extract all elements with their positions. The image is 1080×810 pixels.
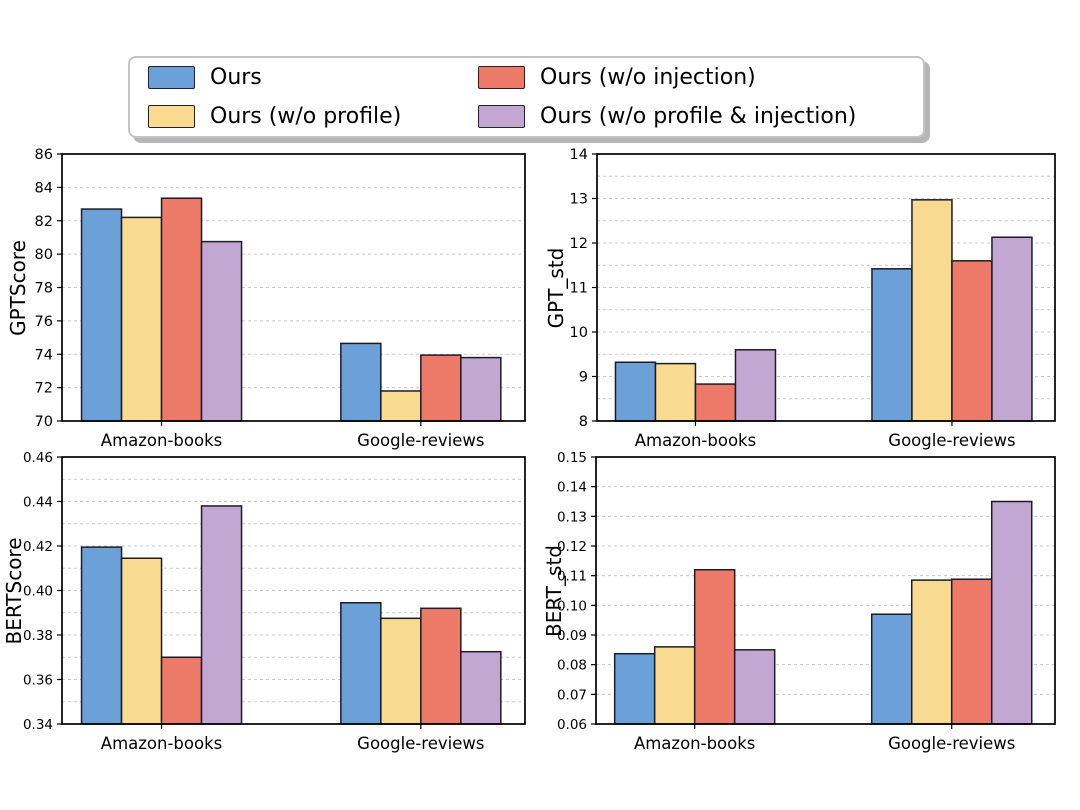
bar-google-reviews-series-3 <box>991 236 1033 422</box>
legend-label-ours: Ours <box>210 65 262 90</box>
bar-google-reviews-series-0 <box>870 613 913 725</box>
y-tick-label: 14 <box>570 147 588 163</box>
x-tick-label: Google-reviews <box>357 734 484 753</box>
bar-google-reviews-series-1 <box>380 390 422 422</box>
legend-item-ours: Ours <box>148 58 478 97</box>
legend-item-wo-profile: Ours (w/o profile) <box>148 97 478 136</box>
bar-amazon-books-series-1 <box>653 646 696 725</box>
y-tick-label: 0.15 <box>557 450 587 466</box>
y-tick-label: 0.36 <box>23 673 53 689</box>
y-tick-label: 0.42 <box>23 539 53 555</box>
legend-label-wo-injection: Ours (w/o injection) <box>540 65 756 90</box>
legend-label-wo-profile: Ours (w/o profile) <box>210 104 402 129</box>
bar-amazon-books-series-0 <box>80 208 123 422</box>
x-tick-label: Google-reviews <box>357 431 484 450</box>
x-tick-label: Google-reviews <box>888 734 1015 753</box>
bar-google-reviews-series-0 <box>871 268 913 422</box>
y-tick-label: 0.14 <box>557 480 587 496</box>
chart-bertscore: Amazon-books Google-reviews 0.34 0.36 0.38 0.… <box>23 450 526 753</box>
bar-google-reviews-series-2 <box>420 354 462 422</box>
legend-item-wo-injection: Ours (w/o injection) <box>478 58 856 97</box>
y-tick-label: 86 <box>35 147 53 163</box>
y-tick-label: 10 <box>570 325 588 341</box>
y-tick-label: 0.11 <box>557 569 587 585</box>
y-tick-label: 70 <box>35 414 53 430</box>
bar-google-reviews-series-0 <box>340 342 382 422</box>
bar-amazon-books-series-2 <box>694 383 737 422</box>
chart-gptscore: Amazon-books Google-reviews 70 72 74 76 78 80 82… <box>35 147 526 450</box>
y-tick-label: 0.46 <box>23 450 53 466</box>
y-tick-label: 0.09 <box>557 628 587 644</box>
bar-amazon-books-series-3 <box>200 240 243 422</box>
legend-column-2: Ours (w/o injection) Ours (w/o profile &… <box>478 58 856 136</box>
y-tick-label: 74 <box>35 347 53 363</box>
bar-amazon-books-series-1 <box>120 216 163 422</box>
bar-amazon-books-series-3 <box>733 649 776 725</box>
plot-border <box>595 456 1056 725</box>
legend-patch-wo-injection <box>478 66 525 89</box>
y-tick-label: 8 <box>579 414 588 430</box>
legend-patch-ours <box>148 66 195 89</box>
x-tick-label: Google-reviews <box>888 431 1015 450</box>
bar-google-reviews-series-1 <box>380 617 422 725</box>
x-tick-label: Amazon-books <box>634 734 755 753</box>
y-tick-label: 0.13 <box>557 509 587 525</box>
legend-item-wo-profile-injection: Ours (w/o profile & injection) <box>478 97 856 136</box>
y-tick-label: 9 <box>579 370 588 386</box>
y-tick-label: 72 <box>35 381 53 397</box>
bar-amazon-books-series-0 <box>614 361 657 422</box>
y-tick-label: 84 <box>35 180 53 196</box>
x-tick-label: Amazon-books <box>101 431 222 450</box>
y-tick-label: 12 <box>570 236 588 252</box>
bar-google-reviews-series-2 <box>951 260 993 422</box>
chart-bert-std: Amazon-books Google-reviews 0.06 0.07 0.08 0.… <box>557 450 1056 753</box>
y-tick-label: 0.44 <box>23 495 53 511</box>
bar-amazon-books-series-2 <box>160 197 203 422</box>
y-tick-label: 0.08 <box>557 658 587 674</box>
bar-amazon-books-series-2 <box>693 568 736 725</box>
x-tick-label: Amazon-books <box>101 734 222 753</box>
bar-amazon-books-series-1 <box>654 362 697 422</box>
bar-google-reviews-series-1 <box>911 199 953 422</box>
bar-amazon-books-series-3 <box>200 505 243 725</box>
legend-column-1: Ours Ours (w/o profile) <box>148 58 478 136</box>
bar-google-reviews-series-2 <box>950 578 993 725</box>
y-tick-label: 0.07 <box>557 687 587 703</box>
legend-label-wo-profile-injection: Ours (w/o profile & injection) <box>540 104 857 129</box>
legend-patch-wo-profile <box>148 105 195 128</box>
bar-amazon-books-series-0 <box>80 546 123 725</box>
legend-patch-wo-profile-injection <box>478 105 525 128</box>
y-tick-label: 0.12 <box>557 539 587 555</box>
y-tick-label: 13 <box>570 192 588 208</box>
bar-google-reviews-series-0 <box>340 601 382 725</box>
y-tick-label: 82 <box>35 214 53 230</box>
y-tick-label: 76 <box>35 314 53 330</box>
y-tick-label: 80 <box>35 247 53 263</box>
bar-amazon-books-series-0 <box>613 652 656 725</box>
y-tick-label: 0.10 <box>557 598 587 614</box>
bar-amazon-books-series-3 <box>734 349 777 422</box>
legend: Ours Ours (w/o profile) Ours (w/o inject… <box>128 56 925 138</box>
bar-google-reviews-series-1 <box>910 579 953 725</box>
bar-google-reviews-series-3 <box>460 356 502 422</box>
bar-google-reviews-series-3 <box>460 650 502 725</box>
y-tick-label: 0.38 <box>23 628 53 644</box>
y-tick-label: 78 <box>35 281 53 297</box>
bar-google-reviews-series-3 <box>990 500 1033 725</box>
y-tick-label: 11 <box>570 281 588 297</box>
bar-amazon-books-series-1 <box>120 557 163 725</box>
chart-gpt-std: Amazon-books Google-reviews 8 9 10 11 12 13 14 <box>570 147 1056 450</box>
bar-google-reviews-series-2 <box>420 607 462 725</box>
y-tick-label: 0.06 <box>557 717 587 733</box>
y-tick-label: 0.40 <box>23 584 53 600</box>
y-tick-label: 0.34 <box>23 717 53 733</box>
x-tick-label: Amazon-books <box>635 431 756 450</box>
bar-amazon-books-series-2 <box>160 656 203 725</box>
